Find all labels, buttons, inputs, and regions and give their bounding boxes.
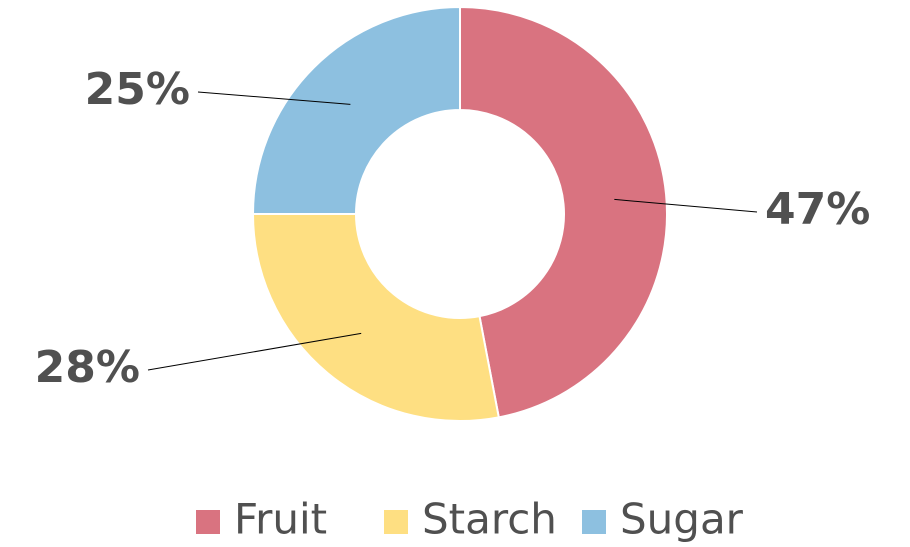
value-label: 25% [85, 64, 190, 115]
legend-swatch [582, 510, 606, 534]
legend-label: Sugar [620, 495, 744, 544]
donut-slice [251, 213, 500, 422]
leader-line [147, 332, 362, 371]
leader-line [197, 91, 351, 105]
legend-label: Fruit [234, 495, 327, 544]
leader-line [614, 198, 758, 213]
legend-label: Starch [422, 495, 557, 544]
legend-swatch [384, 510, 408, 534]
legend-swatch [196, 510, 220, 534]
value-label: 47% [765, 184, 870, 235]
donut-slice [251, 5, 461, 215]
value-label: 28% [35, 342, 140, 393]
donut-slice [459, 5, 668, 419]
